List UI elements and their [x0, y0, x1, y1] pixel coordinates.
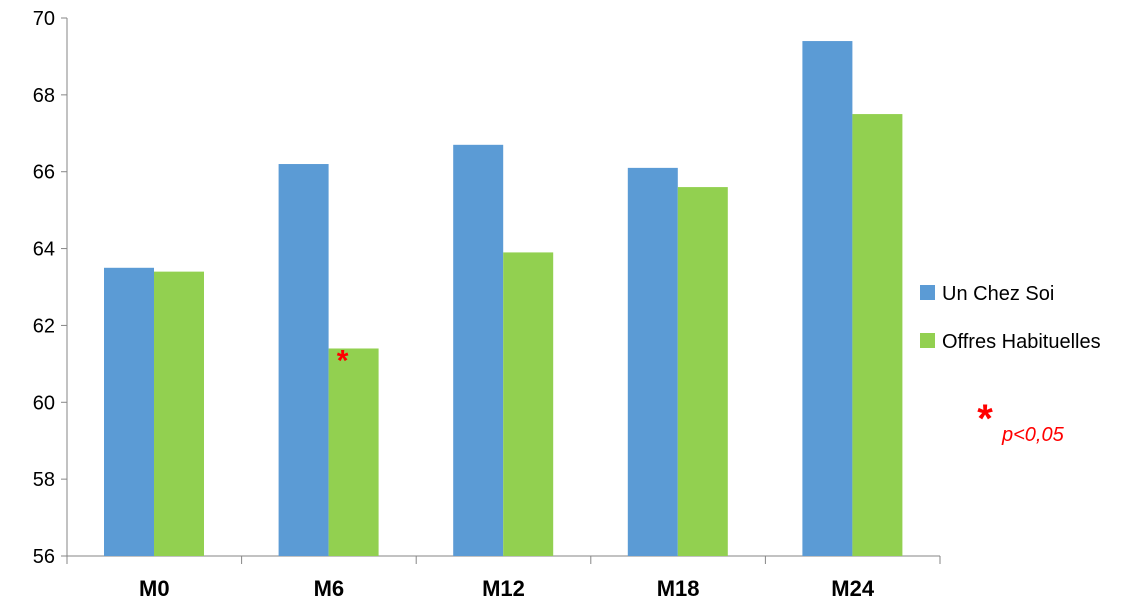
x-category-label: M24 [831, 576, 875, 601]
note-star: * [977, 397, 993, 441]
x-category-label: M6 [314, 576, 345, 601]
legend: Un Chez Soi Offres Habituelles [920, 283, 1101, 353]
bar-un-chez-soi-m12 [453, 144, 504, 557]
bars [104, 41, 903, 557]
legend-swatch [920, 333, 935, 348]
bar-un-chez-soi-m6 [278, 164, 329, 556]
bar-offres-habituelles-m24 [852, 114, 903, 557]
y-tick-label: 60 [33, 392, 55, 414]
x-category-label: M18 [657, 576, 700, 601]
y-axis: 56 58 60 62 64 66 68 70 [33, 8, 68, 568]
x-category-label: M0 [139, 576, 170, 601]
bar-un-chez-soi-m24 [802, 41, 853, 557]
x-axis: M0 M6 M12 M18 M24 [66, 555, 941, 601]
y-tick-label: 64 [33, 239, 55, 261]
bar-offres-habituelles-m12 [503, 252, 554, 556]
x-category-label: M12 [482, 576, 525, 601]
bar-un-chez-soi-m18 [627, 167, 678, 556]
bar-offres-habituelles-m18 [677, 187, 728, 557]
bar-offres-habituelles-m6 [328, 348, 379, 556]
significance-note: * p<0,05 [977, 397, 1064, 446]
y-tick-label: 58 [33, 469, 55, 491]
note-text: p<0,05 [1001, 424, 1065, 446]
bar-un-chez-soi-m0 [104, 267, 154, 556]
y-tick-label: 68 [33, 85, 55, 107]
legend-label: Un Chez Soi [942, 283, 1054, 305]
y-tick-label: 62 [33, 315, 55, 337]
y-tick-label: 70 [33, 8, 55, 30]
legend-label: Offres Habituelles [942, 331, 1101, 353]
y-tick-label: 56 [33, 546, 55, 568]
y-tick-label: 66 [33, 162, 55, 184]
significance-star: * [337, 344, 349, 377]
legend-swatch [920, 285, 935, 300]
annotations: * [337, 344, 349, 377]
bar-offres-habituelles-m0 [154, 271, 204, 556]
